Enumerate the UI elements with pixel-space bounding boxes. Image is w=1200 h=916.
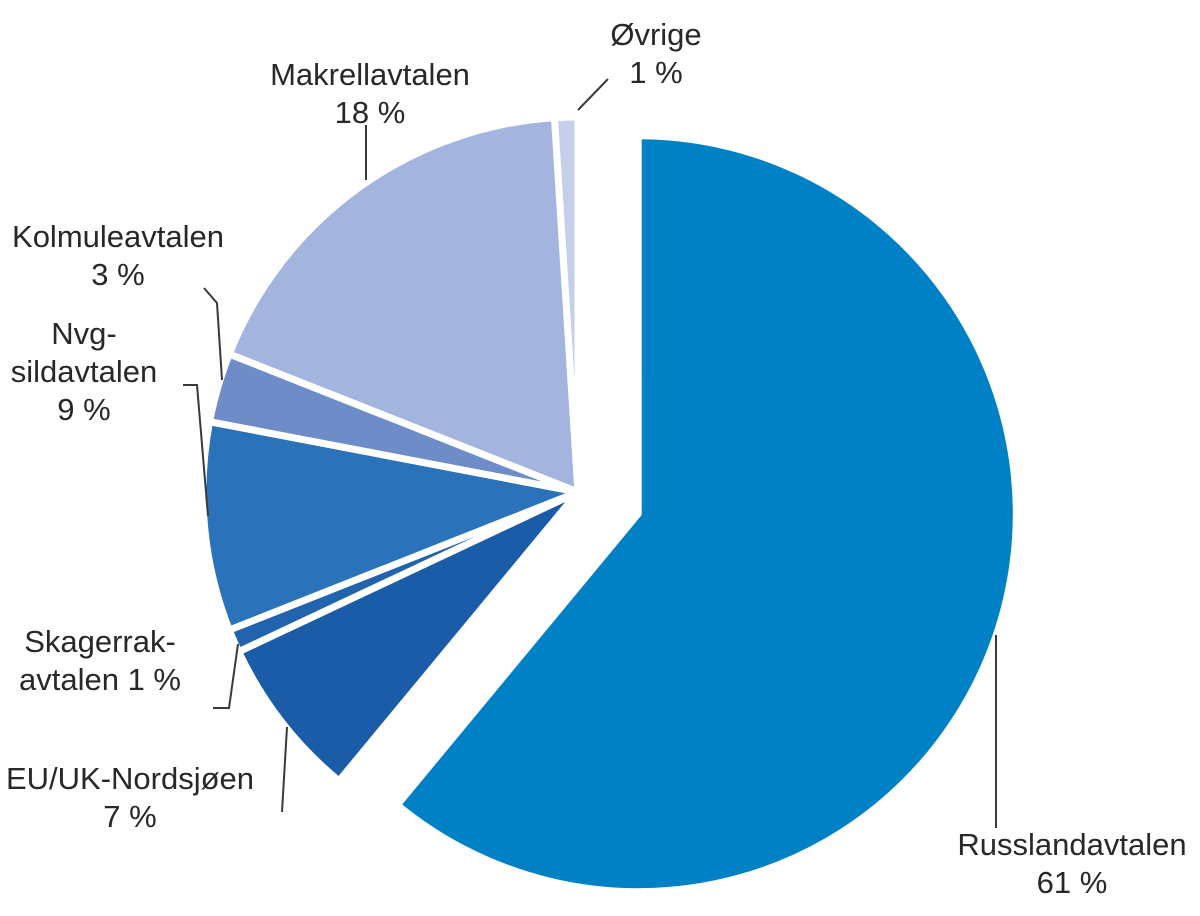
slice-label-skagerrak: Skagerrak- avtalen 1 % [19,623,181,699]
leader-line-ovrige [577,78,609,111]
slice-label-euuk-value: 7 % [103,799,157,834]
slice-label-ovrige: Øvrige 1 % [610,16,701,92]
leader-line-kolmule [203,287,223,381]
slice-label-euuk-name: EU/UK-Nordsjøen [5,761,255,796]
slice-label-makrell: Makrellavtalen 18 % [270,56,470,132]
slice-label-skagerrak-name-1: Skagerrak- [24,624,176,659]
slice-label-russland: Russlandavtalen 61 % [957,826,1186,902]
slice-label-ovrige-name: Øvrige [610,17,702,52]
slice-label-russland-value: 61 % [1036,865,1108,900]
leader-line-skagerrak [213,643,239,709]
slice-label-nvg-name-1: Nvg- [51,316,117,351]
slice-label-makrell-value: 18 % [334,95,406,130]
pie-slice-makrellavtalen [224,113,582,498]
slice-label-makrell-name: Makrellavtalen [270,57,470,92]
slice-label-euuk: EU/UK-Nordsjøen 7 % [6,760,254,836]
pie-slices [199,113,1020,896]
slice-label-kolmule-value: 3 % [91,257,145,292]
pie-slice-nvg-sildavtalen [199,417,591,635]
leader-line-euuk [281,726,288,813]
slice-label-nvg-value: 9 % [57,392,111,427]
slice-label-skagerrak-name-2: avtalen 1 % [19,662,181,697]
slice-label-russland-name: Russlandavtalen [957,827,1187,862]
pie-slice-eu-uk-nordsj-en [234,488,581,786]
slice-label-kolmule-name: Kolmuleavtalen [12,219,224,254]
leader-lines [183,78,997,828]
pie-slice-russlandavtalen [392,132,1020,896]
slice-label-kolmule: Kolmuleavtalen 3 % [12,218,224,294]
slice-label-nvg-name-2: sildavtalen [10,354,158,389]
leader-line-nvg [183,384,209,517]
slice-label-ovrige-value: 1 % [629,55,683,90]
slice-label-nvg: Nvg- sildavtalen 9 % [11,315,157,429]
pie-slice-vrige [550,113,582,493]
